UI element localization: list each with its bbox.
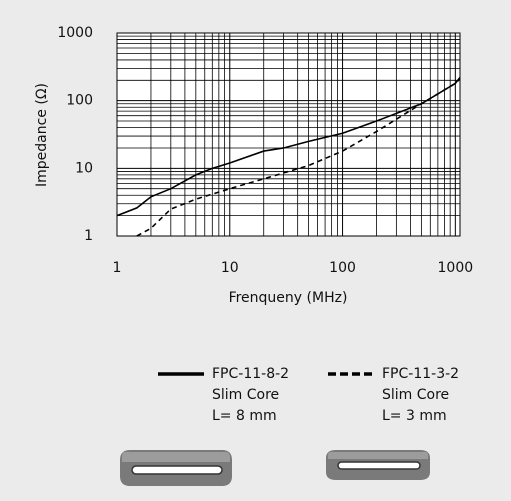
x-tick-label: 100 bbox=[329, 260, 356, 276]
x-tick-label: 1000 bbox=[438, 260, 474, 276]
y-tick-label: 1000 bbox=[57, 25, 93, 41]
y-tick-label: 100 bbox=[66, 93, 93, 109]
legend-description: L= 8 mm bbox=[212, 408, 277, 424]
legend-description: L= 3 mm bbox=[382, 408, 447, 424]
plot-area bbox=[117, 33, 460, 236]
x-axis-label: Frenqueny (MHz) bbox=[229, 290, 348, 306]
core-icon bbox=[120, 450, 232, 486]
y-tick-label: 10 bbox=[75, 160, 93, 176]
plot-border bbox=[116, 32, 461, 237]
core-icon bbox=[326, 450, 430, 480]
legend-label: FPC-11-3-2 bbox=[382, 366, 459, 382]
line-series bbox=[136, 78, 461, 237]
legend-description: Slim Core bbox=[382, 387, 449, 403]
legend-label: FPC-11-8-2 bbox=[212, 366, 289, 382]
x-tick-label: 10 bbox=[221, 260, 239, 276]
y-axis-label: Impedance (Ω) bbox=[34, 83, 50, 187]
y-tick-label: 1 bbox=[84, 228, 93, 244]
x-tick-label: 1 bbox=[113, 260, 122, 276]
legend-description: Slim Core bbox=[212, 387, 279, 403]
line-series bbox=[116, 76, 461, 217]
